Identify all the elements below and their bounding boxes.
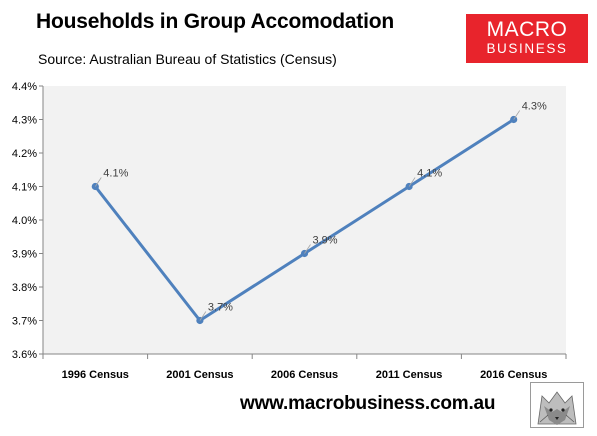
y-tick-label: 4.2% [12,148,37,160]
x-tick-label: 2006 Census [271,369,338,381]
label-leader-line [408,177,416,187]
plot-area [43,86,566,354]
chart-title: Households in Group Accomodation [36,10,394,33]
x-tick-label: 2001 Census [166,369,233,381]
label-leader-line [199,311,207,321]
x-tick-label: 2016 Census [480,369,547,381]
chart-subtitle: Source: Australian Bureau of Statistics … [38,51,337,67]
label-leader-line [304,244,311,254]
x-tick-label: 2011 Census [376,369,443,381]
logo-line1: MACRO [486,18,568,41]
y-tick-label: 4.4% [12,81,37,93]
y-tick-label: 4.1% [12,182,37,194]
y-tick-label: 3.9% [12,249,37,261]
data-label: 4.1% [103,168,128,180]
y-tick-label: 4.3% [12,115,37,127]
wolf-icon [530,382,584,428]
x-axis: 1996 Census 2001 Census 2006 Census 2011 Ce… [42,353,567,381]
data-label: 4.1% [417,168,442,180]
x-tick-label: 1996 Census [62,369,129,381]
y-tick-label: 3.8% [12,282,37,294]
website-url: www.macrobusiness.com.au [240,393,496,414]
data-label: 3.9% [313,235,338,247]
y-tick-label: 3.7% [12,316,37,328]
label-leader-line [94,177,102,187]
data-label: 3.7% [208,302,233,314]
y-axis: 3.6% 3.7% 3.8% 3.9% 4.0% 4.1% 4.2% 4.3% 4.4% [12,81,44,361]
y-tick-label: 3.6% [12,349,37,361]
data-label: 4.3% [522,101,547,113]
macrobusiness-logo: MACRO BUSINESS [466,14,588,63]
y-tick-label: 4.0% [12,215,37,227]
label-leader-line [513,110,521,120]
logo-line2: BUSINESS [486,41,568,56]
data-labels-layer: 4.1% 3.7% 3.9% 4.1% 4.3% [94,101,547,321]
